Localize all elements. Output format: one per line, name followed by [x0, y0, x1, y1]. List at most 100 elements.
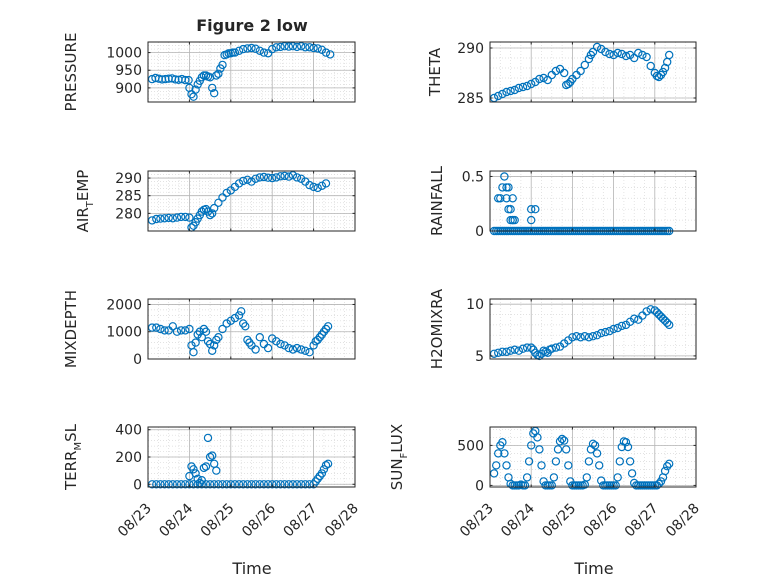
data-point [214, 333, 223, 342]
data-point [209, 341, 219, 350]
subplot-mixdepth: 0 1000 2000 MIXDEPTH [62, 290, 356, 368]
data-point [315, 471, 324, 481]
data-point [205, 480, 215, 489]
data-point [621, 438, 631, 447]
data-point [288, 480, 298, 489]
data-point [189, 480, 198, 489]
data-point [592, 331, 602, 340]
y-tick-label: 200 [115, 450, 142, 466]
data-point [319, 327, 329, 336]
data-point [621, 51, 631, 61]
data-point [230, 48, 240, 57]
data-point [156, 214, 165, 223]
data-point [617, 442, 627, 452]
data-point [243, 44, 252, 53]
data-point [527, 441, 536, 450]
data-point [160, 480, 169, 489]
y-axis-label: MIXDEPTH [62, 290, 80, 368]
y-tick-label: 285 [457, 91, 484, 107]
data-point [654, 72, 664, 82]
data-point [537, 461, 546, 470]
data-point [627, 469, 637, 478]
series-markers [489, 426, 674, 490]
data-point [197, 207, 206, 216]
data-point [268, 44, 277, 54]
data-point [592, 42, 602, 52]
data-point [305, 180, 314, 190]
data-point [212, 335, 221, 345]
data-point [502, 461, 511, 470]
data-point [230, 480, 240, 489]
data-point [301, 346, 310, 355]
data-point [276, 480, 285, 489]
data-point [181, 212, 190, 222]
data-point [588, 439, 598, 448]
data-point [592, 449, 602, 458]
y-axis-label-main: AIR [74, 207, 92, 232]
data-point [321, 179, 331, 188]
data-point [280, 42, 289, 51]
x-axis-label-left: Time [231, 559, 271, 578]
data-point [234, 179, 244, 188]
data-point [658, 67, 668, 77]
data-point [313, 44, 322, 53]
data-point [297, 480, 306, 489]
data-point [288, 345, 298, 354]
data-point [222, 188, 231, 198]
data-point [191, 85, 200, 94]
data-point [164, 480, 173, 489]
data-point [288, 42, 298, 51]
data-point [226, 480, 235, 489]
data-point [284, 343, 293, 353]
data-point [317, 181, 327, 190]
data-point [238, 176, 248, 186]
data-point [595, 461, 604, 470]
data-point [168, 322, 177, 331]
data-point [191, 469, 200, 478]
data-point [560, 436, 569, 445]
data-point [268, 173, 277, 183]
data-point [665, 320, 674, 330]
data-point [506, 86, 515, 96]
data-point [584, 333, 594, 342]
data-point [272, 480, 281, 489]
data-point [212, 466, 221, 475]
data-point [259, 172, 269, 182]
data-point [207, 209, 217, 218]
data-point [247, 480, 256, 489]
data-point [181, 480, 190, 489]
data-point [309, 341, 318, 350]
y-tick-label: 285 [115, 189, 142, 205]
data-point [630, 314, 639, 323]
data-point [665, 459, 674, 468]
data-point [280, 171, 289, 181]
y-tick-label: 950 [115, 63, 142, 79]
tick-marks [489, 171, 697, 232]
data-point [259, 48, 269, 57]
data-point [199, 463, 209, 473]
data-point [315, 333, 324, 342]
data-point [185, 213, 194, 222]
data-point [663, 318, 672, 327]
data-point [214, 198, 223, 207]
data-point [297, 42, 306, 51]
data-point [222, 480, 231, 489]
data-point [527, 204, 536, 214]
y-axis-label-main: THETA [426, 47, 444, 97]
data-point [502, 183, 511, 192]
data-point [243, 480, 252, 489]
y-axis-label: PRESSURE [62, 33, 80, 112]
data-point [522, 473, 532, 482]
data-point [251, 174, 260, 183]
data-point [646, 61, 655, 71]
data-point [176, 480, 186, 489]
data-point [251, 44, 260, 53]
data-point [247, 43, 256, 53]
y-tick-label: 500 [457, 438, 484, 454]
data-point [234, 311, 244, 320]
y-axis-label-tail: LUX [388, 424, 406, 453]
data-point [301, 43, 310, 52]
data-point [255, 46, 264, 56]
